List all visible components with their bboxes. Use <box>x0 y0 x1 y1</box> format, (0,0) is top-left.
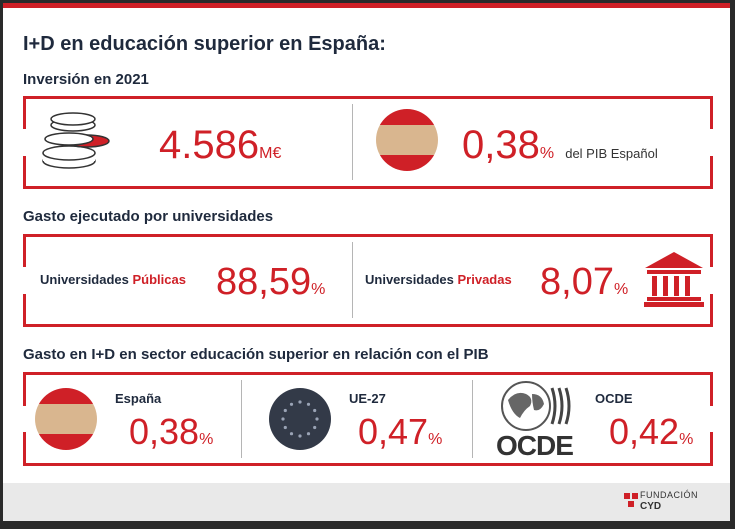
public-share-value: 88,59 <box>216 261 312 303</box>
eu-stars <box>281 400 319 438</box>
footer-bar <box>3 483 730 521</box>
section-investment-heading: Inversión en 2021 <box>23 71 149 88</box>
university-spending-panel <box>22 234 714 327</box>
globe-icon <box>501 381 571 431</box>
fundacion-cyd-logo: FUNDACIÓN CYD <box>624 489 714 513</box>
eu-share: 0,47% <box>358 414 442 450</box>
spain-label: España <box>115 391 162 406</box>
public-share-unit: % <box>311 281 326 298</box>
private-universities-label: Universidades Privadas <box>365 272 512 287</box>
ocde-share: 0,42% <box>609 414 693 450</box>
private-share-unit: % <box>613 281 629 298</box>
private-label-accent: Privadas <box>457 272 512 287</box>
panel-divider <box>352 104 353 180</box>
pib-share-unit: % <box>539 145 555 162</box>
panel-divider <box>352 242 353 318</box>
eu-share-value: 0,47 <box>358 411 429 452</box>
private-share: 8,07% <box>540 263 628 301</box>
investment-panel <box>22 96 714 189</box>
section-university-spending-heading: Gasto ejecutado por universidades <box>23 208 274 225</box>
spain-flag-icon <box>35 388 97 450</box>
pib-share-note: del PIB Español <box>565 146 658 161</box>
spain-flag-icon <box>376 109 438 171</box>
panel-divider <box>241 380 242 458</box>
coins-icon <box>42 112 110 169</box>
page-title: I+D en educación superior en España: <box>23 33 386 55</box>
brand-line1: FUNDACIÓN <box>640 490 698 500</box>
section-pib-comparison-heading: Gasto en I+D en sector educación superio… <box>23 346 489 363</box>
infographic-card: I+D en educación superior en España: Inv… <box>3 3 730 521</box>
ocde-logo: OCDE <box>494 380 580 461</box>
eu-share-unit: % <box>428 431 443 448</box>
panel-divider <box>472 380 473 458</box>
eu-flag-icon <box>269 388 331 450</box>
investment-amount: 4.586M€ <box>159 125 281 165</box>
pib-share: 0,38% del PIB Español <box>462 125 658 165</box>
ocde-logo-text: OCDE <box>496 430 574 461</box>
university-building-icon <box>644 252 704 307</box>
spain-share-unit: % <box>199 431 214 448</box>
brand-line2: CYD <box>640 501 662 512</box>
investment-amount-unit: M€ <box>259 145 282 162</box>
public-universities-label: Universidades Públicas <box>40 272 186 287</box>
pib-share-value: 0,38 <box>462 123 540 167</box>
public-share: 88,59% <box>216 263 325 301</box>
public-label-accent: Públicas <box>132 272 186 287</box>
ocde-share-value: 0,42 <box>609 411 680 452</box>
ocde-label: OCDE <box>595 391 633 406</box>
investment-amount-value: 4.586 <box>159 123 260 167</box>
cyd-mark-icon <box>624 493 638 507</box>
top-accent-bar <box>3 3 730 8</box>
pib-comparison-panel <box>22 372 714 466</box>
spain-share: 0,38% <box>129 414 213 450</box>
private-label-prefix: Universidades <box>365 272 458 287</box>
eu-label: UE-27 <box>349 391 386 406</box>
spain-share-value: 0,38 <box>129 411 200 452</box>
private-share-value: 8,07 <box>540 261 614 303</box>
public-label-prefix: Universidades <box>40 272 133 287</box>
ocde-share-unit: % <box>679 431 694 448</box>
